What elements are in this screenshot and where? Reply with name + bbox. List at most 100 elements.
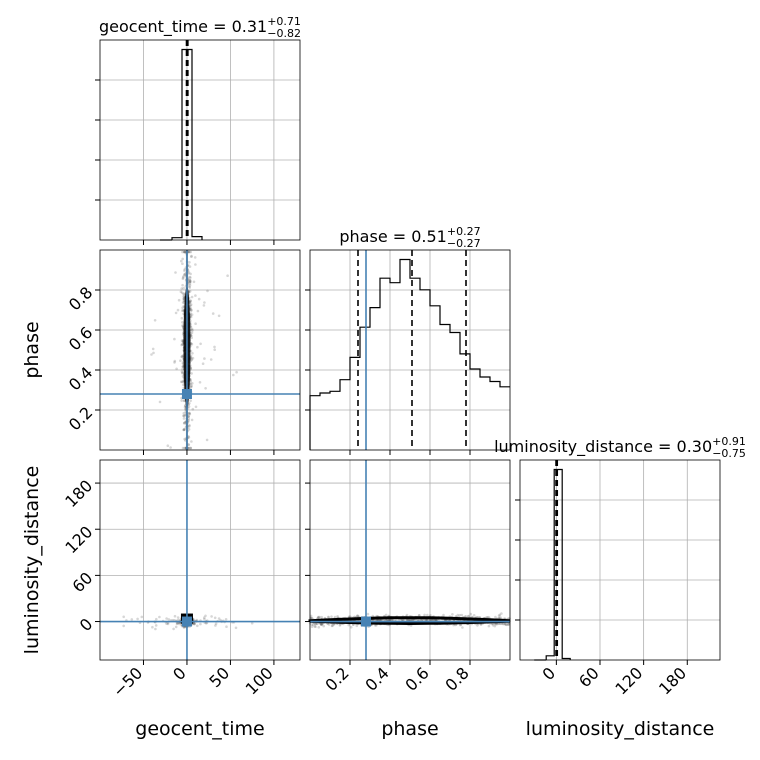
panel-geocent-phase-point [153, 319, 157, 322]
panel-geocent-phase-point [189, 380, 192, 383]
panel-geocent-phase-point [190, 327, 194, 331]
panel-geocent-phase-point [181, 371, 184, 375]
panel-geocent-phase-point [190, 372, 193, 375]
panel-geocent-phase-point [182, 292, 185, 295]
text-layer: geocent_time = 0.31+0.71 −0.82 phase = 0.5… [21, 15, 746, 740]
panel-geocent-phase-point [189, 299, 192, 303]
panel-geocent-phase-point [203, 301, 206, 304]
panel-phase-distance-point [338, 624, 342, 627]
panel-geocent-phase-point [182, 275, 185, 278]
luminosity-distance-yticklabel-0: 0 [76, 614, 97, 635]
panel-geocent-distance-point [203, 617, 206, 621]
diag-luminosity_distance-frame [519, 459, 721, 661]
panel-geocent-phase-point [183, 268, 187, 271]
panel-geocent-distance-point [172, 627, 175, 631]
panel-phase-distance-point [503, 622, 507, 626]
panel-phase-distance-point [411, 618, 414, 622]
panel-geocent-distance-point [154, 624, 158, 627]
panel-geocent-phase-point [183, 414, 186, 418]
panel-geocent-phase-point [182, 383, 185, 387]
panel-geocent-phase-point [190, 418, 194, 422]
panel-phase-distance-point [506, 623, 510, 626]
panel-geocent-distance-point [182, 626, 186, 629]
panel-geocent-phase-point [187, 250, 191, 254]
panel-geocent-distance-point [174, 625, 178, 629]
panel-geocent-phase-point [193, 256, 197, 259]
panel-geocent-distance-point [193, 622, 196, 626]
panel-geocent-phase-point [188, 280, 191, 284]
panel-geocent-phase-point [180, 316, 184, 320]
panel-geocent-distance-point [204, 621, 208, 625]
panel-geocent-phase-truth-point [181, 389, 192, 399]
panel-geocent-phase-point [188, 411, 191, 415]
panel-phase-distance-point [317, 616, 320, 620]
panel-phase-distance-point [502, 622, 505, 626]
panel-geocent-distance-point [182, 626, 186, 629]
panel-phase-distance-point [348, 615, 352, 618]
panel-geocent-phase-point [190, 308, 193, 312]
panel-geocent-phase-point [182, 295, 185, 298]
panel-geocent-phase-point [182, 428, 186, 431]
panel-geocent-distance-point [193, 621, 196, 625]
panel-geocent-phase-point [189, 446, 193, 450]
panel-geocent-distance-point [214, 624, 217, 627]
panel-geocent-phase-point [187, 446, 191, 450]
panel-geocent-distance-point [122, 615, 125, 619]
panel-phase-distance-point [459, 623, 462, 627]
panel-geocent-phase-point [181, 367, 184, 371]
diag-geocent_time-title: geocent_time = 0.31+0.71 −0.82 [99, 15, 301, 40]
marks-layer [100, 40, 571, 661]
panel-geocent-distance-point [224, 618, 228, 621]
ylabel-phase: phase [21, 321, 43, 378]
scatter-layer [122, 250, 512, 631]
panel-geocent-phase-point [190, 313, 194, 317]
panel-phase-distance-point [469, 612, 473, 616]
panel-geocent-phase-point [194, 263, 197, 266]
panel-geocent-phase-point [190, 254, 193, 258]
panel-phase-distance-point [321, 622, 324, 626]
panel-geocent-phase-point [189, 325, 193, 329]
panel-geocent-phase-point [187, 412, 190, 415]
panel-geocent-phase-point [183, 421, 187, 424]
panel-geocent-phase-point [217, 314, 221, 318]
panel-geocent-distance-point [165, 622, 168, 625]
panel-geocent-phase-point [183, 427, 186, 431]
panel-phase-distance-point [320, 623, 323, 626]
panel-geocent-phase-point [211, 312, 215, 315]
panel-geocent-phase-point [188, 279, 192, 283]
panel-geocent-phase-point [187, 428, 191, 431]
panel-geocent-phase-point [190, 331, 194, 335]
panel-phase-distance-point [332, 622, 336, 626]
grid-layer [100, 40, 720, 660]
panel-geocent-distance-point [130, 618, 134, 621]
panel-geocent-phase-point [181, 365, 185, 369]
panel-geocent-distance-point [199, 622, 202, 626]
panel-geocent-phase-point [181, 277, 185, 281]
panel-geocent-distance-point [176, 622, 179, 625]
panel-phase-distance-point [332, 623, 335, 626]
panel-phase-distance-point [320, 622, 324, 626]
panel-geocent-phase-point [194, 322, 197, 326]
panel-geocent-phase-point [204, 387, 207, 390]
panel-geocent-distance-point [167, 618, 171, 621]
panel-geocent-phase-point [182, 422, 186, 425]
panel-geocent-phase-point [181, 257, 184, 261]
panel-phase-distance-point [331, 624, 334, 627]
panel-phase-distance-point [384, 613, 388, 617]
panel-geocent-phase-point [209, 358, 213, 361]
panel-geocent-distance-point [165, 617, 168, 620]
phase-xticklabel-3: 0.8 [441, 663, 472, 694]
panel-geocent-phase-point [194, 294, 197, 297]
panel-geocent-phase-point [189, 304, 192, 307]
panel-geocent-phase-point [184, 439, 187, 442]
panel-geocent-phase-point [188, 279, 192, 282]
panel-geocent-distance-point [225, 625, 228, 628]
panel-geocent-distance-point [166, 622, 170, 626]
panel-geocent-phase-point [189, 250, 193, 254]
panel-geocent-phase-point [182, 286, 185, 290]
panel-phase-distance-point [330, 615, 333, 618]
panel-geocent-phase-point [181, 446, 185, 450]
luminosity-distance-xticklabel-0: 0 [539, 663, 560, 684]
panel-geocent-phase-point [188, 275, 191, 279]
panel-phase-distance-point [356, 614, 359, 617]
